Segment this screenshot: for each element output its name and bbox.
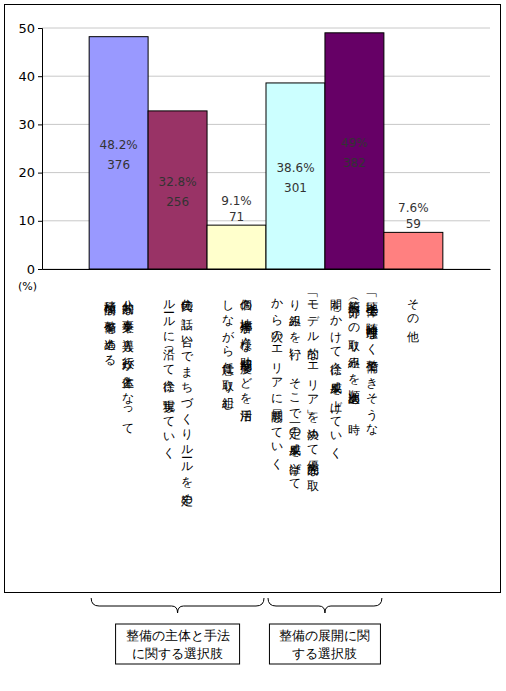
count-label: 382 bbox=[343, 156, 366, 170]
tick-label: 20 bbox=[18, 165, 35, 180]
bar bbox=[89, 37, 148, 269]
data-label: 38.6% bbox=[276, 161, 314, 175]
data-label: 7.6% bbox=[398, 201, 429, 215]
data-label: 9.1% bbox=[221, 194, 252, 208]
bar bbox=[207, 225, 266, 269]
tick-mark bbox=[38, 221, 42, 222]
tick: 50 bbox=[18, 21, 42, 36]
group-label: に関する選択肢 bbox=[132, 646, 223, 661]
tick: 10 bbox=[18, 213, 42, 228]
group-box bbox=[116, 624, 240, 664]
tick-mark bbox=[38, 76, 42, 77]
tick-mark bbox=[38, 124, 42, 125]
tick: 40 bbox=[18, 69, 42, 84]
tick-mark bbox=[38, 269, 42, 270]
group-label: 整備の展開に関 bbox=[279, 628, 370, 643]
category-label: 公共的な事業を導入し行政が主体となって積極的な整備を進める bbox=[103, 290, 135, 434]
tick-mark bbox=[38, 28, 42, 29]
x-axis-line bbox=[43, 269, 491, 270]
category-label: 「モデル的なエリア」を決めて優先的な取り組みを行い、そこで一定の成果を挙げてから… bbox=[270, 290, 320, 492]
grid bbox=[42, 28, 490, 269]
tick: 0 bbox=[27, 262, 42, 277]
count-label: 59 bbox=[406, 217, 421, 231]
category-labels: 公共的な事業を導入し行政が主体となって積極的な整備を進める住民の話し合いでまちづ… bbox=[103, 290, 421, 507]
group-box bbox=[269, 624, 380, 664]
count-label: 256 bbox=[166, 195, 189, 209]
group-label: する選択肢 bbox=[292, 646, 357, 661]
tick: 30 bbox=[18, 117, 42, 132]
category-label: その他 bbox=[406, 290, 420, 343]
bar bbox=[148, 111, 207, 269]
axis-title: (%) bbox=[18, 280, 37, 293]
bracket bbox=[268, 598, 382, 613]
data-label: 49% bbox=[341, 136, 368, 150]
frame bbox=[5, 5, 501, 593]
x-axis bbox=[43, 269, 491, 270]
groups: 整備の主体と手法に関する選択肢 整備の展開に関する選択肢 bbox=[91, 598, 382, 664]
y-axis-line bbox=[38, 29, 43, 270]
bars bbox=[89, 33, 443, 269]
data-labels: 48.2% 376 32.8% 256 9.1% 71 38.6% 301 49% 382 7.6%… bbox=[100, 136, 429, 231]
category-label: 個々の地権者が様々な助成制度などを活用しながら任意に取り組む bbox=[221, 290, 253, 422]
tick-label: 10 bbox=[18, 213, 35, 228]
tick-label: 0 bbox=[27, 262, 35, 277]
grid-line bbox=[42, 28, 490, 29]
group-label: 整備の主体と手法 bbox=[126, 628, 230, 643]
category-label: 「地区全体で随時無理なく整備できそうな箇所（部分）への取り組みを順次進め、時間を… bbox=[329, 290, 379, 460]
tick-label: 30 bbox=[18, 117, 35, 132]
bracket bbox=[91, 598, 264, 613]
count-label: 71 bbox=[229, 210, 244, 224]
data-label: 32.8% bbox=[159, 175, 197, 189]
y-axis: 0 10 20 30 40 50 bbox=[18, 21, 42, 277]
chart: 0 10 20 30 40 50 (%) 48.2% 376 32.8% 256 9.1% 71 38.6… bbox=[0, 0, 506, 691]
category-label: 住民の話し合いでまちづくりルールを定めルールに沿って徐々に実現していく bbox=[162, 290, 194, 507]
count-label: 301 bbox=[284, 181, 307, 195]
bar bbox=[266, 83, 325, 269]
bar bbox=[325, 33, 384, 269]
count-label: 376 bbox=[107, 158, 130, 172]
tick: 20 bbox=[18, 165, 42, 180]
bar bbox=[384, 232, 443, 269]
tick-mark bbox=[38, 173, 42, 174]
data-label: 48.2% bbox=[100, 138, 138, 152]
tick-label: 50 bbox=[18, 21, 35, 36]
tick-label: 40 bbox=[18, 69, 35, 84]
